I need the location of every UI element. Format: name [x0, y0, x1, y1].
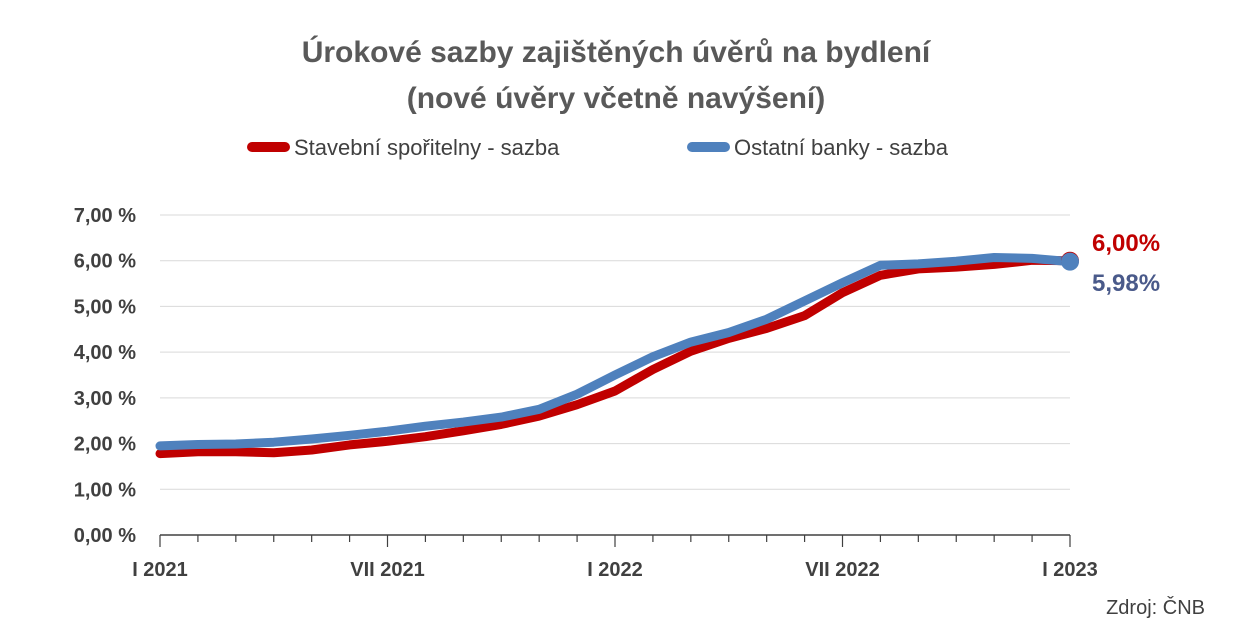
x-tick-label: I 2023 [1042, 559, 1098, 581]
legend-label-ostatni: Ostatní banky - sazba [734, 135, 949, 160]
x-tick-label: VII 2021 [350, 559, 425, 581]
x-tick-label: VII 2022 [805, 559, 880, 581]
end-label-stavebni: 6,00% [1092, 230, 1160, 257]
series-line-0 [155, 255, 1075, 459]
y-tick-label: 2,00 % [74, 434, 136, 456]
series-end-point-1 [1061, 252, 1079, 271]
legend: Stavební spořitelny - sazba Ostatní bank… [247, 135, 949, 160]
source-note: Zdroj: ČNB [1106, 596, 1205, 619]
series-lines [155, 251, 1079, 459]
y-tick-label: 5,00 % [74, 296, 136, 318]
y-tick-label: 6,00 % [74, 251, 136, 273]
x-tick-label: I 2022 [587, 559, 643, 581]
y-tick-label: 3,00 % [74, 388, 136, 410]
legend-label-stavebni: Stavební spořitelny - sazba [294, 135, 560, 160]
y-tick-label: 0,00 % [74, 525, 136, 547]
chart-title-line-2: (nové úvěry včetně navýšení) [407, 82, 826, 115]
chart-title-line-1: Úrokové sazby zajištěných úvěrů na bydle… [302, 35, 932, 69]
end-labels: 6,00% 5,98% [1092, 230, 1160, 297]
y-tick-label: 4,00 % [74, 342, 136, 364]
y-tick-label: 1,00 % [74, 479, 136, 501]
y-tick-label: 7,00 % [74, 205, 136, 227]
gridlines [160, 214, 1070, 490]
x-axis: I 2021 VII 2021 I 2022 VII 2022 I 2023 [132, 534, 1098, 581]
series-line-1 [155, 253, 1075, 451]
y-axis: 0,00 % 1,00 % 2,00 % 3,00 % 4,00 % 5,00 % 6,00… [74, 205, 136, 547]
end-label-ostatni: 5,98% [1092, 270, 1160, 297]
x-tick-label: I 2021 [132, 559, 188, 581]
